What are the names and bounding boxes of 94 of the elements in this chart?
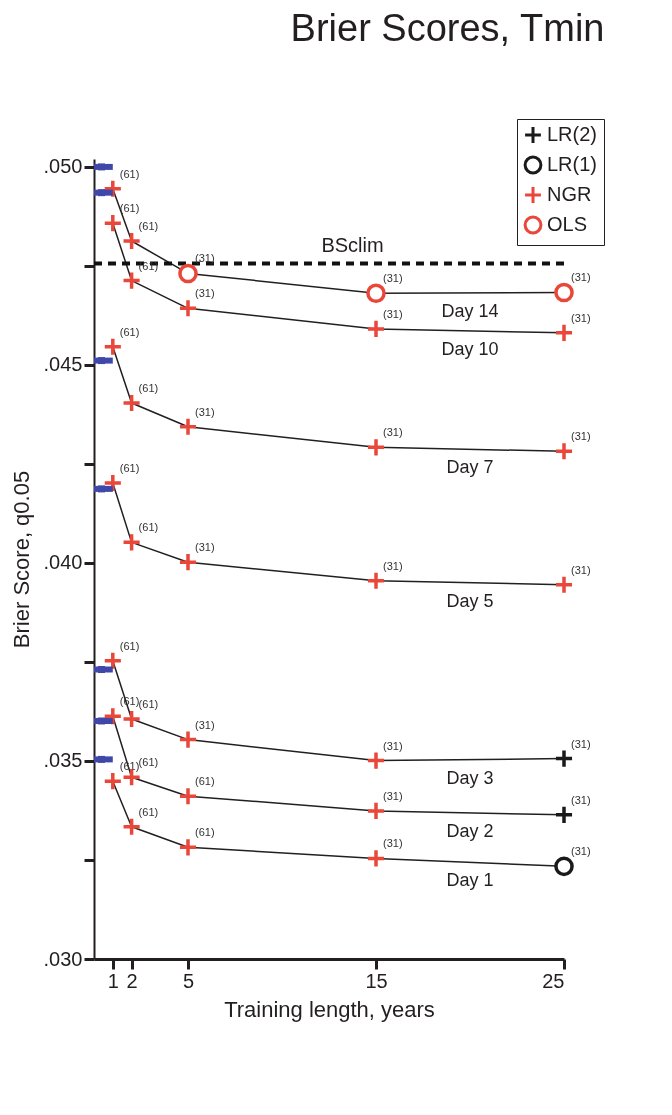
annotation: (61) xyxy=(138,756,159,769)
series-label: Day 1 xyxy=(446,870,494,891)
ref-line-label: BSclim xyxy=(321,233,384,256)
annotation: (31) xyxy=(383,789,403,802)
annotation: (31) xyxy=(383,739,403,752)
annotation: (61) xyxy=(119,202,140,215)
annotation: (61) xyxy=(195,826,215,839)
point xyxy=(98,163,106,171)
point xyxy=(366,437,386,458)
x-tick-label: 5 xyxy=(182,969,195,992)
series-label: Day 3 xyxy=(446,767,494,788)
x-tick-label: 1 xyxy=(107,969,119,992)
series-label: Day 10 xyxy=(441,338,499,359)
point xyxy=(554,574,574,595)
point xyxy=(178,416,198,437)
y-tick-label: .030 xyxy=(43,947,83,970)
point xyxy=(98,755,106,763)
y-tick-label: .035 xyxy=(43,749,83,772)
point xyxy=(366,570,386,591)
series-label: Day 2 xyxy=(446,820,494,841)
point xyxy=(554,748,574,769)
point xyxy=(178,263,198,284)
point xyxy=(554,856,574,877)
series-label: Day 7 xyxy=(446,457,494,478)
point xyxy=(554,441,574,462)
annotation: (31) xyxy=(571,311,591,324)
annotation: (31) xyxy=(571,430,591,443)
point xyxy=(102,771,123,791)
legend-label: LR(2) xyxy=(547,123,598,145)
annotation: (61) xyxy=(138,698,159,710)
point xyxy=(178,552,198,572)
point xyxy=(178,729,198,750)
point xyxy=(366,848,386,869)
annotation: (31) xyxy=(383,307,403,320)
point xyxy=(178,298,198,319)
legend-label: NGR xyxy=(547,183,592,205)
annotation: (61) xyxy=(138,521,159,534)
legend-label: LR(1) xyxy=(547,153,598,175)
annotation: (31) xyxy=(195,541,215,554)
point xyxy=(98,485,106,493)
point xyxy=(121,709,142,729)
point xyxy=(121,270,142,291)
point xyxy=(121,393,142,413)
point xyxy=(121,532,142,553)
annotation: (31) xyxy=(571,793,591,806)
annotation: (61) xyxy=(119,167,140,180)
point xyxy=(554,805,574,825)
annotation: (31) xyxy=(571,271,591,284)
x-tick-label: 25 xyxy=(542,969,565,992)
annotation: (61) xyxy=(195,775,215,788)
point xyxy=(178,786,198,807)
point xyxy=(98,189,106,197)
point xyxy=(178,837,198,858)
y-tick-label: .050 xyxy=(43,155,83,178)
annotation: (61) xyxy=(138,219,159,232)
x-tick-label: 2 xyxy=(126,969,138,992)
annotation: (31) xyxy=(195,718,215,731)
point xyxy=(98,717,106,725)
point xyxy=(102,336,123,357)
point xyxy=(366,319,386,339)
annotation: (31) xyxy=(195,405,215,418)
point xyxy=(102,650,123,671)
y-tick-label: .045 xyxy=(43,353,83,376)
annotation: (31) xyxy=(195,287,215,300)
chart-title: Brier Scores, Tmin xyxy=(290,6,605,49)
series-label: Day 5 xyxy=(446,590,494,611)
y-tick-label: .040 xyxy=(43,551,83,574)
annotation: (61) xyxy=(138,805,159,818)
series-label: Day 14 xyxy=(441,300,499,321)
annotation: (31) xyxy=(571,737,591,750)
annotation: (61) xyxy=(138,381,159,394)
x-axis-title: Training length, years xyxy=(224,996,435,1022)
y-axis-title: Brier Score, q0.05 xyxy=(8,470,34,649)
point xyxy=(366,750,386,771)
point xyxy=(98,666,106,673)
annotation: (61) xyxy=(119,639,140,652)
point xyxy=(121,816,142,837)
legend-label: OLS xyxy=(547,213,588,235)
annotation: (31) xyxy=(383,272,403,285)
annotation: (31) xyxy=(383,559,403,572)
annotation: (61) xyxy=(119,461,140,474)
annotation: (31) xyxy=(383,426,403,439)
point xyxy=(366,801,386,821)
point xyxy=(366,283,386,304)
point xyxy=(121,231,142,251)
x-tick-label: 15 xyxy=(365,969,388,992)
annotation: (31) xyxy=(383,837,403,850)
point xyxy=(102,213,123,233)
point xyxy=(554,282,574,303)
annotation: (61) xyxy=(119,325,140,338)
annotation: (31) xyxy=(571,845,591,858)
point xyxy=(554,323,574,343)
annotation: (31) xyxy=(571,563,591,576)
point xyxy=(98,357,106,365)
